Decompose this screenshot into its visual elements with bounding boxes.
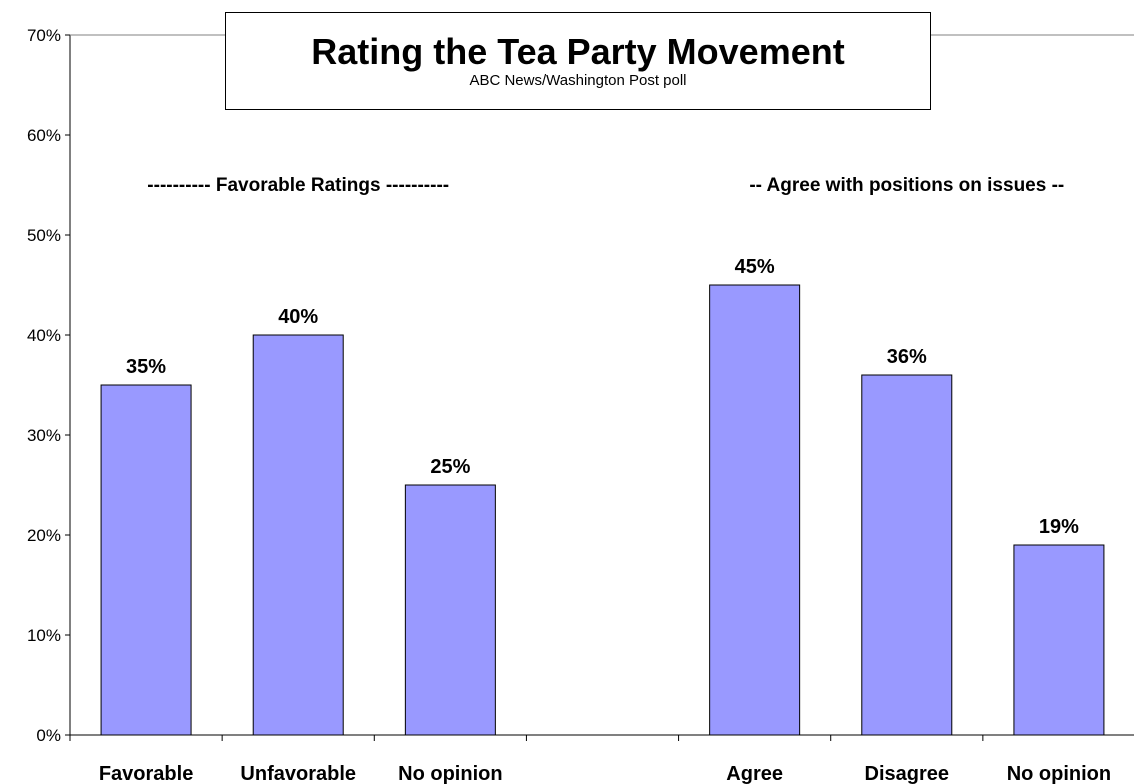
chart-title: Rating the Tea Party Movement (311, 31, 845, 72)
y-tick-label: 0% (36, 726, 61, 745)
group-labels: ---------- Favorable Ratings ---------- -… (147, 175, 1064, 196)
bars (100, 284, 1105, 736)
x-tick-label: Disagree (865, 763, 950, 784)
data-label: 45% (735, 256, 775, 278)
data-label: 40% (278, 306, 318, 328)
x-tick-label: No opinion (1007, 763, 1111, 784)
x-tick-label: Agree (726, 763, 783, 784)
bar (100, 384, 192, 736)
group-label: -- Agree with positions on issues -- (749, 175, 1064, 196)
group-label: ---------- Favorable Ratings ---------- (147, 175, 449, 196)
data-label: 36% (887, 346, 927, 368)
x-tick-label: No opinion (398, 763, 502, 784)
y-tick-label: 60% (27, 126, 61, 145)
y-axis: 0% 10% 20% 30% 40% 50% 60% 70% (27, 26, 70, 745)
y-tick-label: 20% (27, 526, 61, 545)
x-axis (69, 735, 984, 741)
x-tick-label: Unfavorable (240, 763, 356, 784)
bar (861, 374, 953, 736)
bar (252, 334, 344, 736)
data-label: 35% (126, 356, 166, 378)
category-labels: Favorable Unfavorable No opinion Agree Disag… (99, 763, 1111, 784)
y-tick-label: 10% (27, 626, 61, 645)
chart-title-box: Rating the Tea Party Movement ABC News/W… (225, 12, 931, 110)
y-tick-label: 30% (27, 426, 61, 445)
bar (709, 284, 801, 736)
data-label: 19% (1039, 516, 1079, 538)
y-tick-label: 70% (27, 26, 61, 45)
plot-frame (69, 34, 1134, 736)
y-tick-label: 40% (27, 326, 61, 345)
chart-subtitle: ABC News/Washington Post poll (469, 72, 687, 89)
y-tick-label: 50% (27, 226, 61, 245)
bar (404, 484, 496, 736)
bar (1013, 544, 1105, 736)
x-tick-label: Favorable (99, 763, 193, 784)
data-label: 25% (430, 456, 470, 478)
data-labels: 35% 40% 25% 45% 36% 19% (126, 256, 1079, 538)
